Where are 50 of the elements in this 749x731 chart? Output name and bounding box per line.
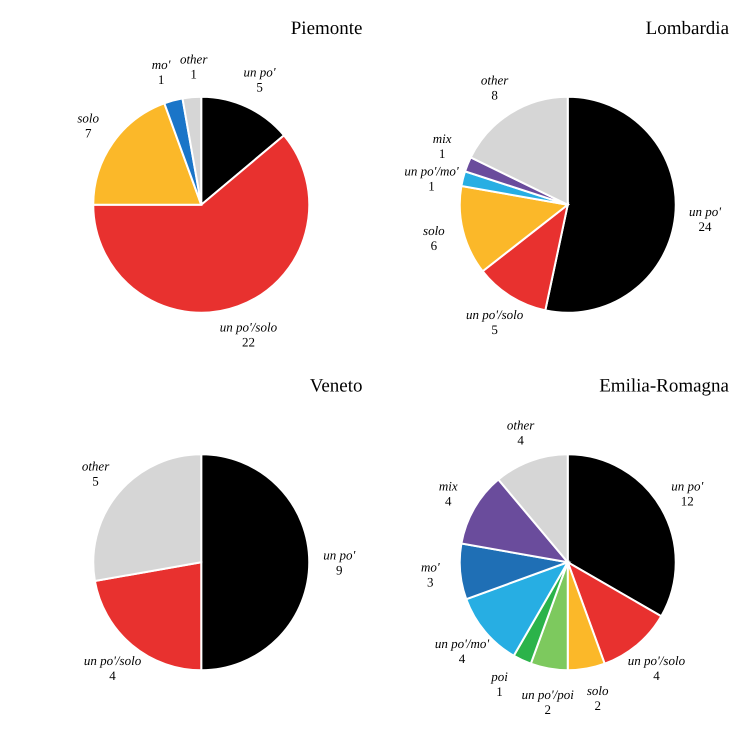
data-label: 5 [491,322,498,337]
data-label: 2 [594,698,601,713]
chart-title: Piemonte [290,18,362,39]
slice-label: mix [432,130,452,146]
slice-label: other [480,72,510,88]
data-label: 7 [84,126,92,141]
data-label: 9 [336,562,342,578]
slice-label: un po'/mo' [404,164,459,178]
slice-label: other [506,418,536,433]
data-label: 5 [256,80,263,95]
data-label: 5 [92,474,99,489]
slice-label: solo [423,223,446,238]
slice-label: mo' [152,57,171,72]
data-label: 4 [109,668,116,683]
data-label: 8 [491,88,498,103]
slice-label: un po' [244,64,276,80]
chart-title: Veneto [310,376,362,396]
slice-label: solo [586,682,610,698]
slice-label: un po'/solo [84,652,142,668]
data-label: 3 [427,574,434,590]
data-label: 4 [458,650,466,666]
slice-label: mix [438,478,458,494]
data-label: 2 [544,702,551,717]
slice-label: mo' [420,559,440,574]
slice-label: un po'/solo [628,652,686,668]
slice-label: un po'/solo [220,319,278,334]
chart-title: Emilia-Romagna [599,376,730,396]
data-label: 6 [430,238,438,254]
data-label: 1 [428,178,435,194]
data-label: 4 [517,432,524,448]
slice-label: un po' [323,547,356,562]
slice-label: poi [490,668,508,684]
slice-label: other [180,51,208,66]
data-label: 1 [190,66,197,82]
data-label: 4 [653,668,660,683]
chart-title: Lombardia [646,18,730,39]
slice-label: un po'/mo' [434,636,490,651]
data-label: 1 [438,146,446,161]
slice-label: un po'/solo [466,306,524,322]
data-label: 12 [680,493,694,508]
data-label: 22 [242,334,255,350]
data-label: 1 [158,72,164,88]
slice-label: solo [77,110,100,126]
slice-label: other [82,458,110,474]
slice-label: un po'/poi [522,686,574,702]
slice-label: un po' [688,204,722,220]
data-label: 24 [698,219,712,234]
data-label: 1 [496,684,503,699]
slice-label: un po' [671,478,704,494]
data-label: 4 [444,493,452,508]
